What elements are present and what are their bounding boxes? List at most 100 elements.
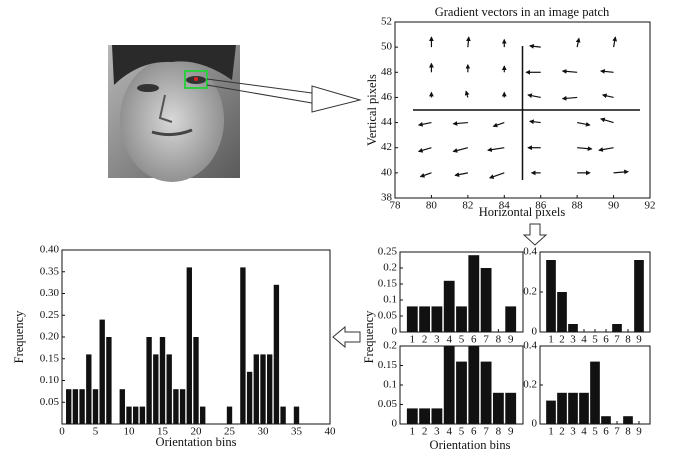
bar [186,267,192,424]
left-arrow [332,325,361,349]
gradient-vector [492,122,505,128]
bar [505,392,517,424]
y-tick-label: 0.10 [40,374,60,386]
x-tick-label: 3 [434,426,440,438]
x-tick-label: 40 [325,426,337,438]
x-tick-label: 2 [559,426,565,438]
gradient-vector [528,119,541,125]
bar [66,389,72,424]
y-tick-label: 0 [532,326,538,338]
bar [579,392,589,424]
bar [456,361,467,424]
x-tick-label: 4 [446,426,452,438]
gradient-vector [452,147,469,153]
gradient-vector [577,146,593,152]
gradient-vector [612,36,618,48]
bar [293,406,300,424]
x-tick-label: 3 [570,426,576,438]
gradient-vector [417,121,432,127]
bar [406,306,418,332]
y-tick-label: 38 [381,192,393,204]
bar [590,361,600,424]
y-tick-label: 42 [381,141,392,153]
x-tick-label: 92 [645,200,656,212]
x-tick-label: 6 [471,426,477,438]
bar [246,371,253,424]
gradient-vector [488,172,505,179]
y-tick-label: 0 [392,418,398,430]
gradient-vector [452,121,468,126]
x-tick-label: 9 [508,426,514,438]
x-tick-label: 4 [446,334,452,346]
y-tick-label: 0.2 [523,379,537,391]
x-tick-label: 20 [191,426,203,438]
y-tick-label: 0.1 [383,379,397,391]
y-tick-label: 0.35 [40,265,60,277]
x-tick-label: 15 [157,426,169,438]
chart-title: Gradient vectors in an image patch [435,5,610,19]
x-tick-label: 1 [410,426,416,438]
x-axis-label: Orientation bins [430,438,511,452]
bar [173,389,179,424]
y-tick-label: 44 [381,116,393,128]
bar [492,392,504,424]
y-tick-label: 0.4 [523,246,537,258]
face-photo [108,45,240,182]
gradient-vector [527,93,541,99]
bar [193,337,199,424]
bar [623,416,633,424]
gradient-vector [613,169,629,175]
y-tick-label: 0.2 [383,262,397,274]
bar [419,408,431,424]
bar [557,292,567,332]
bar [146,337,152,424]
bar [480,361,492,424]
x-tick-label: 5 [459,426,465,438]
bar [126,406,132,424]
bar [267,354,273,424]
x-tick-label: 4 [581,426,587,438]
x-tick-label: 7 [614,426,620,438]
x-tick-label: 8 [496,426,502,438]
x-tick-label: 7 [483,426,489,438]
bar [480,268,492,332]
gradient-vector [454,172,468,177]
y-axis-label: Frequency [12,310,26,364]
x-tick-label: 9 [636,426,642,438]
x-tick-label: 82 [462,200,473,212]
x-tick-label: 1 [548,426,554,438]
x-tick-label: 3 [570,334,576,346]
bar [612,324,622,332]
x-tick-label: 6 [471,334,477,346]
y-tick-label: 0.15 [378,278,398,290]
bar [79,389,85,424]
bar [139,406,146,424]
x-tick-label: 25 [224,426,236,438]
bar [601,416,611,424]
gradient-vector [464,90,470,98]
gradient-vector [417,147,432,153]
bar [260,354,266,424]
x-tick-label: 5 [592,334,598,346]
bar [99,319,105,424]
plot-frame [394,21,651,199]
bar [468,346,480,424]
x-tick-label: 90 [608,200,620,212]
gradient-vector [466,36,471,48]
bar [119,389,125,424]
y-tick-label: 0.40 [40,244,60,256]
bar [546,260,556,332]
y-tick-label: 0.15 [378,359,398,371]
x-axis-label: Orientation bins [156,435,237,449]
x-tick-label: 1 [548,334,554,346]
bar [280,406,286,424]
bar [226,406,233,424]
x-tick-label: 5 [459,334,465,346]
x-axis-label: Horizontal pixels [479,205,566,219]
bar [72,389,79,424]
y-tick-label: 0 [532,418,538,430]
zoom-arrow [206,78,362,113]
gradient-vector [419,172,432,178]
bar [419,306,431,332]
y-tick-label: 0.20 [40,331,60,343]
